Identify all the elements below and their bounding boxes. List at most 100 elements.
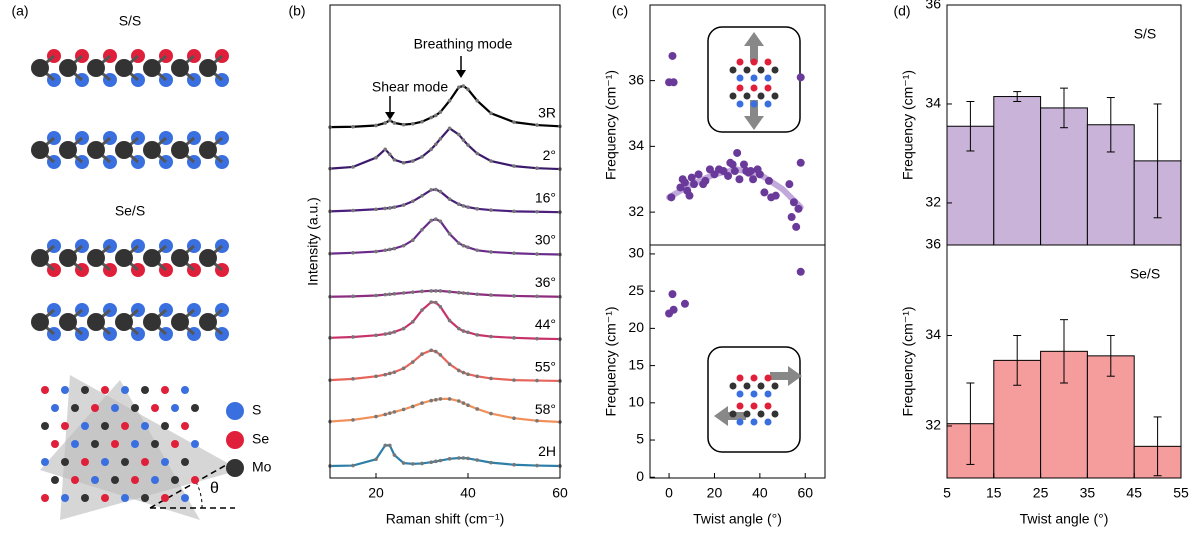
x-tick-label: 5 <box>943 485 951 501</box>
data-point <box>466 372 470 377</box>
data-point <box>401 203 406 207</box>
data-point <box>466 205 470 209</box>
atom <box>61 494 69 502</box>
data-point <box>724 171 733 180</box>
atom <box>81 458 89 466</box>
axes-frame <box>329 4 561 479</box>
atom <box>171 404 179 412</box>
series-label: 55° <box>535 359 556 375</box>
axes-frame <box>649 244 826 479</box>
data-point <box>438 289 443 293</box>
y-tick-label: 32 <box>925 194 941 210</box>
y-tick-label: 30 <box>628 245 644 261</box>
data-point <box>461 456 466 460</box>
x-axis-label: Twist angle (°) <box>693 511 782 527</box>
atom <box>736 58 744 66</box>
spectrum-fit <box>329 289 561 298</box>
data-point <box>669 305 678 314</box>
data-point <box>420 194 424 198</box>
y-tick-label: 36 <box>628 71 644 87</box>
atom <box>141 386 149 394</box>
data-point <box>438 458 443 463</box>
atom <box>729 410 737 418</box>
series-label: 16° <box>535 189 556 205</box>
data-point <box>374 457 378 462</box>
data-point <box>383 443 388 448</box>
atom <box>750 402 758 410</box>
spectrum-fit <box>329 218 561 256</box>
data-point <box>401 291 406 295</box>
data-point <box>512 209 516 214</box>
legend-atom <box>226 402 244 420</box>
data-point <box>434 397 438 402</box>
data-point <box>728 160 737 169</box>
atom <box>31 59 49 77</box>
atom <box>199 313 217 331</box>
data-point <box>512 378 516 382</box>
data-point <box>429 115 434 120</box>
data-point <box>739 160 748 169</box>
y-axis-label: Frequency (cm⁻¹) <box>900 306 916 416</box>
spectrum-fit <box>329 300 561 341</box>
data-point <box>420 401 424 405</box>
data-point <box>388 206 392 210</box>
y-tick-label: 36 <box>925 236 941 252</box>
data-point <box>787 213 796 222</box>
y-axis-label: Frequency (cm⁻¹) <box>900 70 916 180</box>
data-point <box>351 463 355 468</box>
atom <box>143 313 161 331</box>
x-axis-label: Raman shift (cm⁻¹) <box>386 511 505 527</box>
atom <box>59 249 77 267</box>
data-point <box>461 204 466 208</box>
panel-label: (a) <box>11 3 28 19</box>
vibration-arrow <box>744 32 764 62</box>
data-point <box>771 191 780 200</box>
data-point <box>351 124 355 129</box>
data-point <box>411 404 415 409</box>
atom <box>101 494 109 502</box>
data-point <box>438 189 443 194</box>
data-point <box>383 332 388 336</box>
atom <box>191 440 199 448</box>
data-point <box>411 320 415 324</box>
x-tick-label: 20 <box>707 485 723 501</box>
atom <box>199 141 217 159</box>
data-point <box>730 167 739 176</box>
data-point <box>392 330 397 334</box>
x-tick-label: 60 <box>552 485 568 501</box>
atom <box>757 92 765 100</box>
structure-label: Se/S <box>115 203 145 219</box>
data-point <box>434 217 438 221</box>
atom <box>764 58 772 66</box>
data-point <box>475 374 480 379</box>
data-point <box>796 267 805 276</box>
y-tick-label: 15 <box>628 356 644 372</box>
vibration-arrow <box>744 100 764 130</box>
data-point <box>475 458 480 462</box>
data-point <box>383 206 388 211</box>
atom <box>71 476 79 484</box>
panel-text: Se/S <box>1130 266 1160 282</box>
atom <box>736 84 744 92</box>
data-point <box>351 165 355 169</box>
data-point <box>457 399 461 403</box>
bar <box>1040 107 1088 246</box>
atom <box>131 476 139 484</box>
data-point <box>401 461 406 465</box>
atom <box>750 390 758 398</box>
data-point <box>438 304 443 309</box>
data-point <box>447 318 452 323</box>
data-point <box>383 147 388 152</box>
atom <box>750 74 758 82</box>
atom <box>31 313 49 331</box>
atom <box>59 313 77 331</box>
data-point <box>351 377 355 381</box>
data-point <box>535 209 539 214</box>
x-tick-label: 40 <box>752 485 768 501</box>
data-point <box>461 291 466 295</box>
decorations <box>31 26 802 520</box>
data-point <box>411 159 415 163</box>
series-label: 2H <box>538 443 556 459</box>
data-point <box>461 370 466 375</box>
data-point <box>457 202 461 206</box>
